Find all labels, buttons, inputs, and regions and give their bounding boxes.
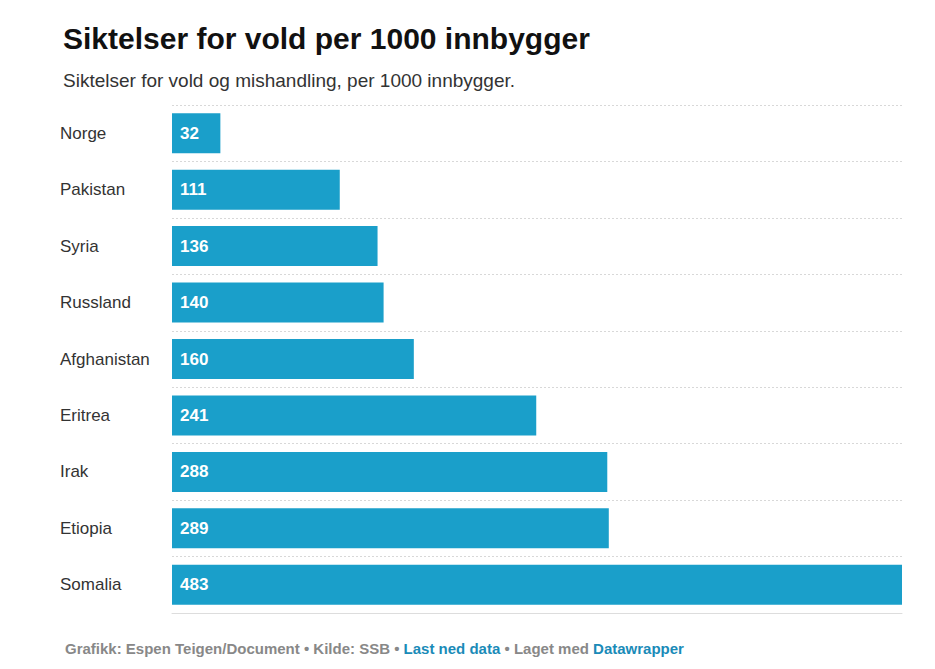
svg-text:•: • — [500, 640, 514, 657]
svg-text:Pakistan: Pakistan — [60, 180, 125, 199]
svg-text:136: 136 — [180, 237, 208, 256]
svg-text:Syria: Syria — [60, 237, 99, 256]
svg-text:241: 241 — [180, 406, 208, 425]
svg-text:•: • — [300, 640, 314, 657]
svg-text:Eritrea: Eritrea — [60, 406, 111, 425]
svg-text:Kilde: SSB: Kilde: SSB — [313, 640, 390, 657]
svg-text:Irak: Irak — [60, 462, 89, 481]
svg-text:Norge: Norge — [60, 124, 106, 143]
svg-text:289: 289 — [180, 519, 208, 538]
svg-text:111: 111 — [180, 180, 207, 199]
svg-text:288: 288 — [180, 462, 208, 481]
svg-text:Afghanistan: Afghanistan — [60, 350, 150, 369]
svg-text:Laget med: Laget med — [514, 640, 593, 657]
svg-text:Russland: Russland — [60, 293, 131, 312]
svg-text:Etiopia: Etiopia — [60, 519, 113, 538]
svg-text:160: 160 — [180, 350, 208, 369]
svg-text:140: 140 — [180, 293, 208, 312]
svg-text:Last ned data: Last ned data — [404, 640, 501, 657]
svg-text:483: 483 — [180, 575, 208, 594]
svg-text:Siktelser for vold per 1000 in: Siktelser for vold per 1000 innbygger — [63, 22, 590, 55]
svg-text:Siktelser for vold og mishandl: Siktelser for vold og mishandling, per 1… — [63, 70, 515, 91]
svg-text:•: • — [390, 640, 404, 657]
svg-text:Grafikk: Espen Teigen/Document: Grafikk: Espen Teigen/Document — [65, 640, 300, 657]
svg-text:Datawrapper: Datawrapper — [593, 640, 684, 657]
svg-text:Somalia: Somalia — [60, 575, 122, 594]
svg-text:32: 32 — [180, 124, 199, 143]
